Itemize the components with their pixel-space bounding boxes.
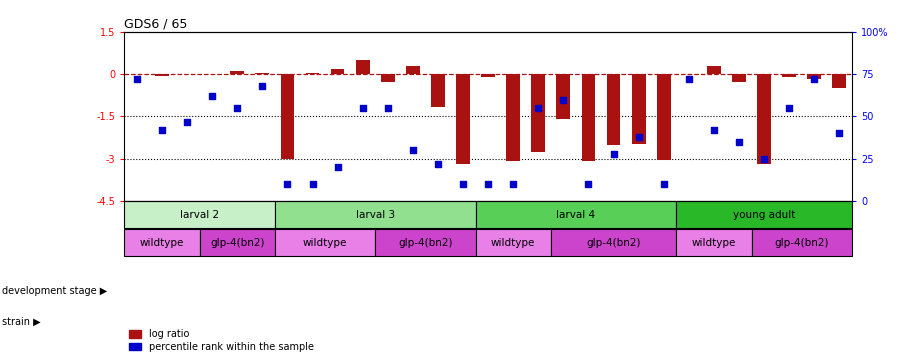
Point (180, 119, 194, 124)
Bar (707, 66, 721, 74)
Bar (381, 74, 395, 82)
Bar (757, 74, 771, 164)
Point (230, 105, 245, 111)
Bar (356, 60, 369, 74)
Point (331, 164, 345, 170)
Bar (331, 69, 344, 74)
Point (204, 94, 219, 99)
Legend: log ratio, percentile rank within the sample: log ratio, percentile rank within the sa… (129, 329, 314, 352)
Text: larval 3: larval 3 (356, 210, 395, 220)
Text: GDS6 / 65: GDS6 / 65 (124, 18, 188, 31)
FancyBboxPatch shape (752, 230, 852, 256)
Point (280, 181, 295, 187)
Point (581, 181, 596, 187)
Text: glp-4(bn2): glp-4(bn2) (587, 238, 641, 248)
Bar (456, 74, 470, 164)
Text: larval 4: larval 4 (556, 210, 596, 220)
FancyBboxPatch shape (475, 230, 551, 256)
Point (530, 105, 545, 111)
Point (832, 130, 846, 136)
Bar (833, 74, 846, 88)
Text: young adult: young adult (733, 210, 796, 220)
Point (356, 105, 370, 111)
Text: wildtype: wildtype (303, 238, 347, 248)
Bar (657, 74, 670, 160)
Point (706, 127, 721, 133)
Point (380, 105, 395, 111)
FancyBboxPatch shape (274, 230, 375, 256)
Point (255, 83, 270, 89)
Point (631, 134, 646, 140)
Point (782, 105, 797, 111)
Bar (406, 66, 420, 74)
Point (757, 156, 772, 161)
Bar (431, 74, 445, 107)
Point (606, 151, 621, 156)
Bar (507, 74, 520, 161)
Point (506, 181, 520, 187)
FancyBboxPatch shape (676, 230, 752, 256)
Text: strain ▶: strain ▶ (2, 316, 41, 326)
Point (405, 147, 420, 153)
Text: glp-4(bn2): glp-4(bn2) (398, 238, 452, 248)
Bar (281, 74, 295, 159)
Bar (556, 74, 570, 119)
Text: glp-4(bn2): glp-4(bn2) (775, 238, 829, 248)
Bar (531, 74, 545, 152)
Point (431, 161, 446, 167)
FancyBboxPatch shape (551, 230, 676, 256)
Bar (581, 74, 595, 161)
FancyBboxPatch shape (274, 201, 475, 228)
Point (155, 127, 169, 133)
Bar (632, 74, 646, 144)
Point (657, 181, 671, 187)
Bar (230, 71, 244, 74)
Bar (808, 74, 822, 79)
FancyBboxPatch shape (475, 201, 676, 228)
Point (682, 76, 696, 82)
Text: wildtype: wildtype (692, 238, 736, 248)
FancyBboxPatch shape (124, 230, 200, 256)
Text: glp-4(bn2): glp-4(bn2) (210, 238, 264, 248)
Bar (782, 74, 796, 77)
Text: wildtype: wildtype (491, 238, 535, 248)
Text: development stage ▶: development stage ▶ (2, 286, 107, 296)
Bar (732, 74, 746, 82)
Bar (607, 74, 621, 145)
Point (731, 139, 746, 145)
Point (556, 97, 571, 102)
Point (456, 181, 471, 187)
Point (305, 181, 320, 187)
Bar (482, 74, 495, 77)
Text: larval 2: larval 2 (180, 210, 219, 220)
FancyBboxPatch shape (200, 230, 274, 256)
Point (807, 76, 822, 82)
Point (130, 76, 145, 82)
Bar (255, 73, 269, 74)
Text: wildtype: wildtype (140, 238, 184, 248)
Bar (306, 73, 320, 74)
Point (481, 181, 495, 187)
FancyBboxPatch shape (676, 201, 852, 228)
Bar (155, 74, 169, 76)
FancyBboxPatch shape (375, 230, 475, 256)
FancyBboxPatch shape (124, 201, 274, 228)
